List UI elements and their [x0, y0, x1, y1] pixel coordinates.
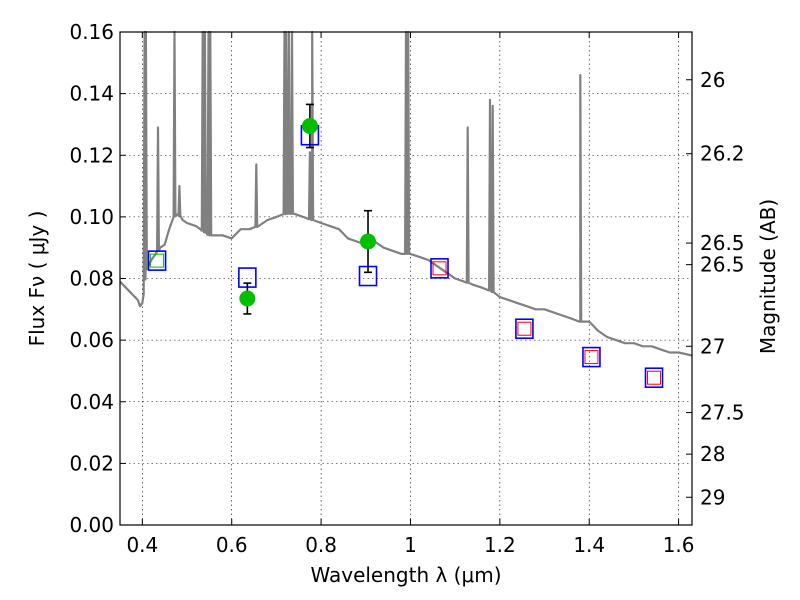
y-tick-label: 0.12: [69, 143, 114, 167]
y-tick-label: 0.04: [69, 390, 114, 414]
x-tick-label: 0.4: [126, 533, 158, 557]
right-tick-label: 27: [700, 334, 725, 358]
right-tick-label: 29: [700, 485, 725, 509]
x-tick-label: 0.8: [305, 533, 337, 557]
observed-photometry-point: [301, 117, 318, 134]
x-axis-label: Wavelength λ (μm): [310, 563, 501, 587]
model-photometry-square-red: [517, 321, 532, 336]
model-photometry-square: [430, 258, 449, 279]
plot-frame: [119, 31, 693, 526]
y-tick-label: 0.14: [69, 82, 114, 106]
model-photometry-square: [644, 367, 664, 389]
x-tick-label: 1: [404, 533, 417, 557]
right-axis-label: Magnitude (AB): [756, 199, 780, 354]
right-tick-label: 26.5: [700, 253, 745, 277]
y-tick-label: 0.02: [69, 451, 114, 475]
series-layer: [119, 30, 693, 389]
model-photometry-square: [582, 346, 601, 368]
x-tick-label: 1.6: [663, 533, 695, 557]
model-photometry-square-green: [150, 253, 165, 268]
right-tick-label: 26.5: [700, 231, 745, 255]
right-tick-label: 28: [700, 442, 725, 466]
right-tick-label: 26.2: [700, 142, 745, 166]
right-tick-label: 27.5: [700, 401, 745, 425]
model-photometry-square-red: [647, 370, 662, 385]
x-tick-label: 1.2: [484, 533, 516, 557]
y-tick-label: 0.00: [69, 513, 114, 537]
spectrum-line: [119, 30, 693, 357]
observed-photometry-point: [239, 290, 256, 307]
y-axis-label: Flux Fν ( μJy ): [25, 211, 49, 347]
model-photometry-square: [515, 318, 534, 340]
y-tick-label: 0.08: [69, 267, 114, 291]
grid-layer: [120, 31, 692, 526]
y-tick-label: 0.16: [69, 20, 114, 44]
y-tick-label: 0.06: [69, 328, 114, 352]
observed-photometry-point: [360, 233, 377, 250]
model-photometry-square: [147, 250, 167, 271]
y-tick-label: 0.10: [69, 205, 114, 229]
model-photometry-square-red: [584, 350, 599, 365]
x-tick-label: 1.4: [573, 533, 605, 557]
right-tick-label: 26: [700, 68, 725, 92]
model-photometry-square-red: [432, 261, 447, 276]
tick-layer: 0.4 0.6 0.8 1 1.2 1.4 1.6 0.00 0.02 0.04 0.06 0.08 0…: [69, 20, 744, 557]
x-tick-label: 0.6: [216, 533, 248, 557]
